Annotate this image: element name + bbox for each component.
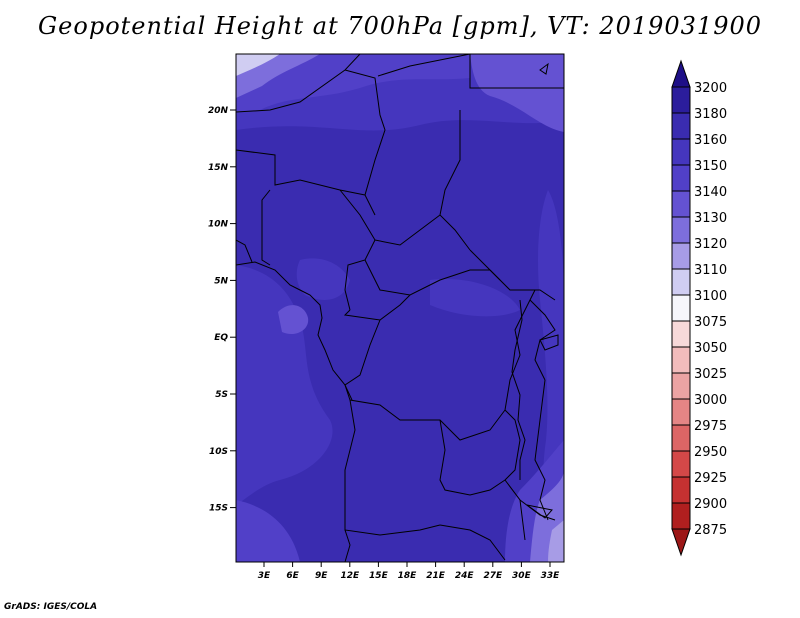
lon-tick-label: 30E: [512, 571, 532, 581]
border-line: [236, 239, 253, 263]
colorbar-swatch: [671, 398, 691, 426]
border-line: [236, 149, 366, 196]
lon-tick-label: 9E: [315, 571, 328, 581]
coastline: [526, 504, 553, 519]
lat-tick-label: 10N: [208, 220, 229, 230]
colorbar-swatch: [671, 242, 691, 270]
border-line: [439, 110, 471, 251]
coastline: [539, 334, 559, 351]
colorbar-label: 3100: [694, 289, 727, 304]
field-gulf-bump: [278, 305, 309, 335]
coastline: [539, 62, 549, 75]
credit-label: GrADS: IGES/COLA: [4, 602, 98, 612]
lon-tick-label: 24E: [455, 571, 475, 581]
lon-tick-label: 12E: [340, 571, 360, 581]
colorbar-label: 3120: [694, 237, 727, 252]
height-field: [236, 54, 564, 562]
lat-tick-label: 15N: [208, 163, 229, 173]
border-line: [236, 54, 361, 113]
field-ne-lobe: [470, 54, 564, 132]
border-line: [344, 529, 351, 562]
colorbar-label: 3200: [694, 81, 727, 96]
colorbar-swatch: [671, 450, 691, 478]
colorbar-label: 3150: [694, 159, 727, 174]
colorbar-bottom-arrow: [671, 528, 691, 557]
border-line: [439, 524, 506, 561]
colorbar-label: 3050: [694, 341, 727, 356]
colorbar-label: 2925: [694, 471, 727, 486]
lon-tick-label: 33E: [541, 571, 561, 581]
colorbar-label: 2975: [694, 419, 727, 434]
border-line: [377, 54, 471, 77]
colorbar-swatch: [671, 476, 691, 504]
chart-title: Geopotential Height at 700hPa [gpm], VT:…: [38, 12, 762, 40]
colorbar-label: 2900: [694, 497, 727, 512]
border-line: [534, 379, 549, 521]
colorbar-label: 3075: [694, 315, 727, 330]
field-west-band: [236, 265, 333, 505]
colorbar-label: 2875: [694, 523, 727, 538]
field-southwest: [236, 500, 300, 562]
border-line: [261, 189, 271, 266]
country-borders: [236, 54, 564, 562]
colorbar-label: 2950: [694, 445, 727, 460]
lon-tick-label: 27E: [483, 571, 503, 581]
border-line: [344, 319, 506, 441]
border-line: [529, 299, 556, 381]
lon-tick-label: 18E: [398, 571, 418, 581]
border-line: [374, 214, 441, 246]
colorbar-swatch: [671, 112, 691, 140]
lon-tick-label: 15E: [369, 571, 389, 581]
border-line: [469, 54, 564, 89]
colorbar-swatch: [671, 268, 691, 296]
colorbar: 3200 3180 3160 3150 3140 3130 3120 3110 3100 3075…: [671, 59, 727, 557]
lat-tick-label: 10S: [209, 447, 228, 457]
colorbar-swatch: [671, 86, 691, 114]
field-southeast-tip: [548, 520, 564, 562]
colorbar-swatch: [671, 320, 691, 348]
colorbar-label: 3110: [694, 263, 727, 278]
colorbar-label: 3180: [694, 107, 727, 122]
field-central-patch: [296, 258, 350, 300]
colorbar-label: 3140: [694, 185, 727, 200]
lat-tick-label: 20N: [208, 106, 229, 116]
colorbar-swatch: [671, 138, 691, 166]
colorbar-swatch: [671, 294, 691, 322]
colorbar-label: 3000: [694, 393, 727, 408]
longitude-ticks: 3E 6E 9E 12E 15E 18E 21E 24E 27E 30E 33E: [258, 562, 560, 581]
colorbar-swatch: [671, 502, 691, 530]
coastline: [236, 261, 353, 401]
lat-tick-label: 5S: [215, 390, 228, 400]
lat-tick-label: EQ: [214, 333, 228, 343]
colorbar-label: 3160: [694, 133, 727, 148]
colorbar-swatch: [671, 424, 691, 452]
border-line: [504, 409, 521, 481]
latitude-ticks: 20N 15N 10N 5N EQ 5S 10S 15S: [208, 106, 236, 514]
map-frame: [235, 53, 565, 563]
field-mid-patch: [430, 279, 520, 317]
colorbar-swatch: [671, 190, 691, 218]
colorbar-top-arrow: [671, 59, 691, 88]
colorbar-label: 3130: [694, 211, 727, 226]
border-line: [469, 249, 556, 301]
border-line: [439, 419, 526, 541]
lon-tick-label: 6E: [286, 571, 299, 581]
coastline: [511, 299, 526, 480]
lon-tick-label: 21E: [426, 571, 446, 581]
colorbar-label: 3025: [694, 367, 727, 382]
field-nw-tip: [236, 54, 280, 76]
colorbar-swatch: [671, 164, 691, 192]
lat-tick-label: 15S: [209, 504, 228, 514]
field-north-high: [236, 54, 470, 112]
lon-tick-label: 3E: [258, 571, 271, 581]
lat-tick-label: 5N: [214, 276, 228, 286]
colorbar-swatch: [671, 372, 691, 400]
border-line: [504, 289, 536, 411]
colorbar-swatch: [671, 216, 691, 244]
colorbar-swatch: [671, 346, 691, 374]
